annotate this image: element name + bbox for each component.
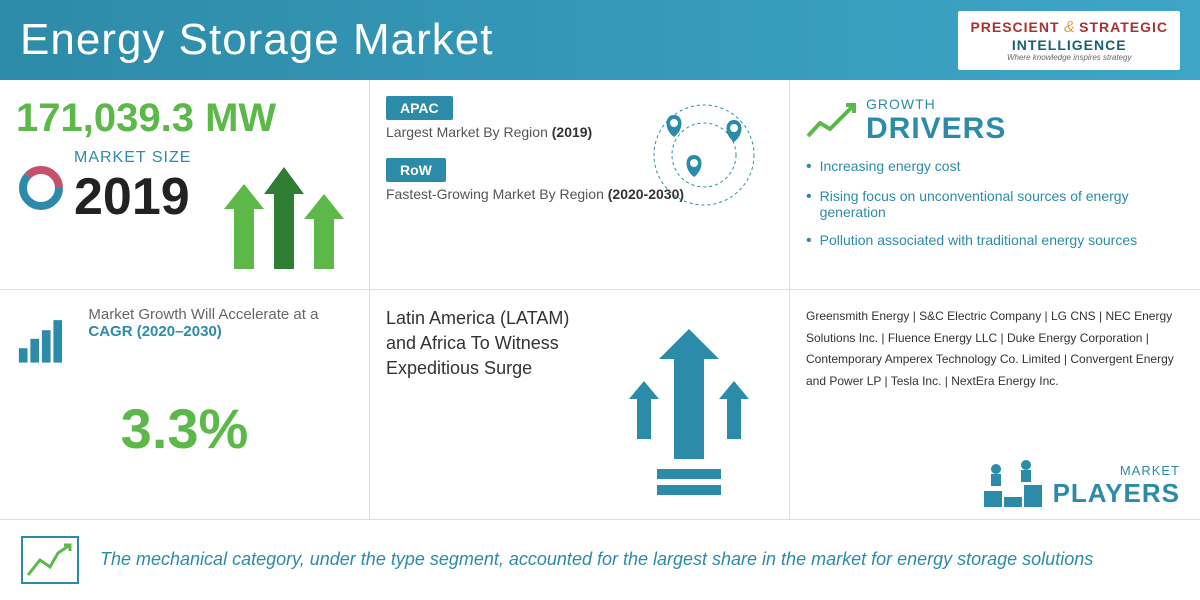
players-cell: Greensmith Energy | S&C Electric Company… (790, 290, 1200, 520)
header: Energy Storage Market PRESCIENT & STRATE… (0, 0, 1200, 80)
latam-text: Latin America (LATAM) and Africa To Witn… (386, 306, 586, 382)
logo-line2: STRATEGIC (1079, 19, 1168, 35)
logo: PRESCIENT & STRATEGIC INTELLIGENCE Where… (958, 11, 1180, 70)
footer-text: The mechanical category, under the type … (100, 548, 1093, 571)
cagr-pre-text: Market Growth Will Accelerate at a (88, 306, 318, 323)
market-size-cell: 171,039.3 MW MARKET SIZE 2019 (0, 80, 370, 290)
players-label-big: PLAYERS (1053, 478, 1180, 509)
up-arrows-icon (219, 159, 359, 279)
podium-icon (982, 459, 1042, 509)
drivers-cell: GROWTH DRIVERS Increasing energy cost Ri… (790, 80, 1200, 290)
content-grid: 171,039.3 MW MARKET SIZE 2019 APAC Large… (0, 80, 1200, 520)
driver-item: Pollution associated with traditional en… (806, 232, 1184, 250)
apac-desc-text: Largest Market By Region (386, 124, 552, 140)
growth-line-icon (806, 101, 856, 141)
regions-cell: APAC Largest Market By Region (2019) RoW… (370, 80, 790, 290)
donut-icon (16, 163, 66, 213)
chart-line-icon (20, 535, 80, 585)
cagr-cell: Market Growth Will Accelerate at a CAGR … (0, 290, 370, 520)
cagr-highlight: CAGR (2020–2030) (88, 323, 221, 340)
row-tag: RoW (386, 158, 446, 182)
drivers-label-big: DRIVERS (866, 112, 1006, 146)
logo-ampersand: & (1064, 19, 1075, 36)
driver-text: Increasing energy cost (820, 158, 961, 174)
players-list: Greensmith Energy | S&C Electric Company… (806, 306, 1184, 392)
market-size-label: MARKET SIZE (74, 149, 191, 167)
apac-tag: APAC (386, 96, 453, 120)
market-size-value: 171,039.3 MW (16, 96, 353, 141)
driver-item: Increasing energy cost (806, 158, 1184, 176)
driver-item: Rising focus on unconventional sources o… (806, 188, 1184, 220)
cagr-value: 3.3% (16, 396, 353, 461)
cagr-description: Market Growth Will Accelerate at a CAGR … (88, 306, 353, 376)
driver-text: Rising focus on unconventional sources o… (820, 188, 1184, 220)
logo-tagline: Where knowledge inspires strategy (970, 53, 1168, 62)
apac-desc-year: (2019) (552, 124, 592, 140)
location-pins-icon (639, 100, 769, 210)
driver-text: Pollution associated with traditional en… (820, 232, 1138, 248)
bar-chart-icon (16, 306, 66, 376)
page-title: Energy Storage Market (20, 15, 493, 65)
latam-cell: Latin America (LATAM) and Africa To Witn… (370, 290, 790, 520)
logo-line3: INTELLIGENCE (970, 37, 1168, 53)
row-desc-text: Fastest-Growing Market By Region (386, 186, 608, 202)
players-title-block: MARKET PLAYERS (982, 459, 1180, 509)
thick-arrow-icon (599, 329, 759, 499)
drivers-label-small: GROWTH (866, 96, 1006, 112)
logo-line1: PRESCIENT (970, 19, 1059, 35)
market-size-year: 2019 (74, 167, 191, 227)
players-label-small: MARKET (1053, 463, 1180, 478)
footer: The mechanical category, under the type … (0, 520, 1200, 600)
